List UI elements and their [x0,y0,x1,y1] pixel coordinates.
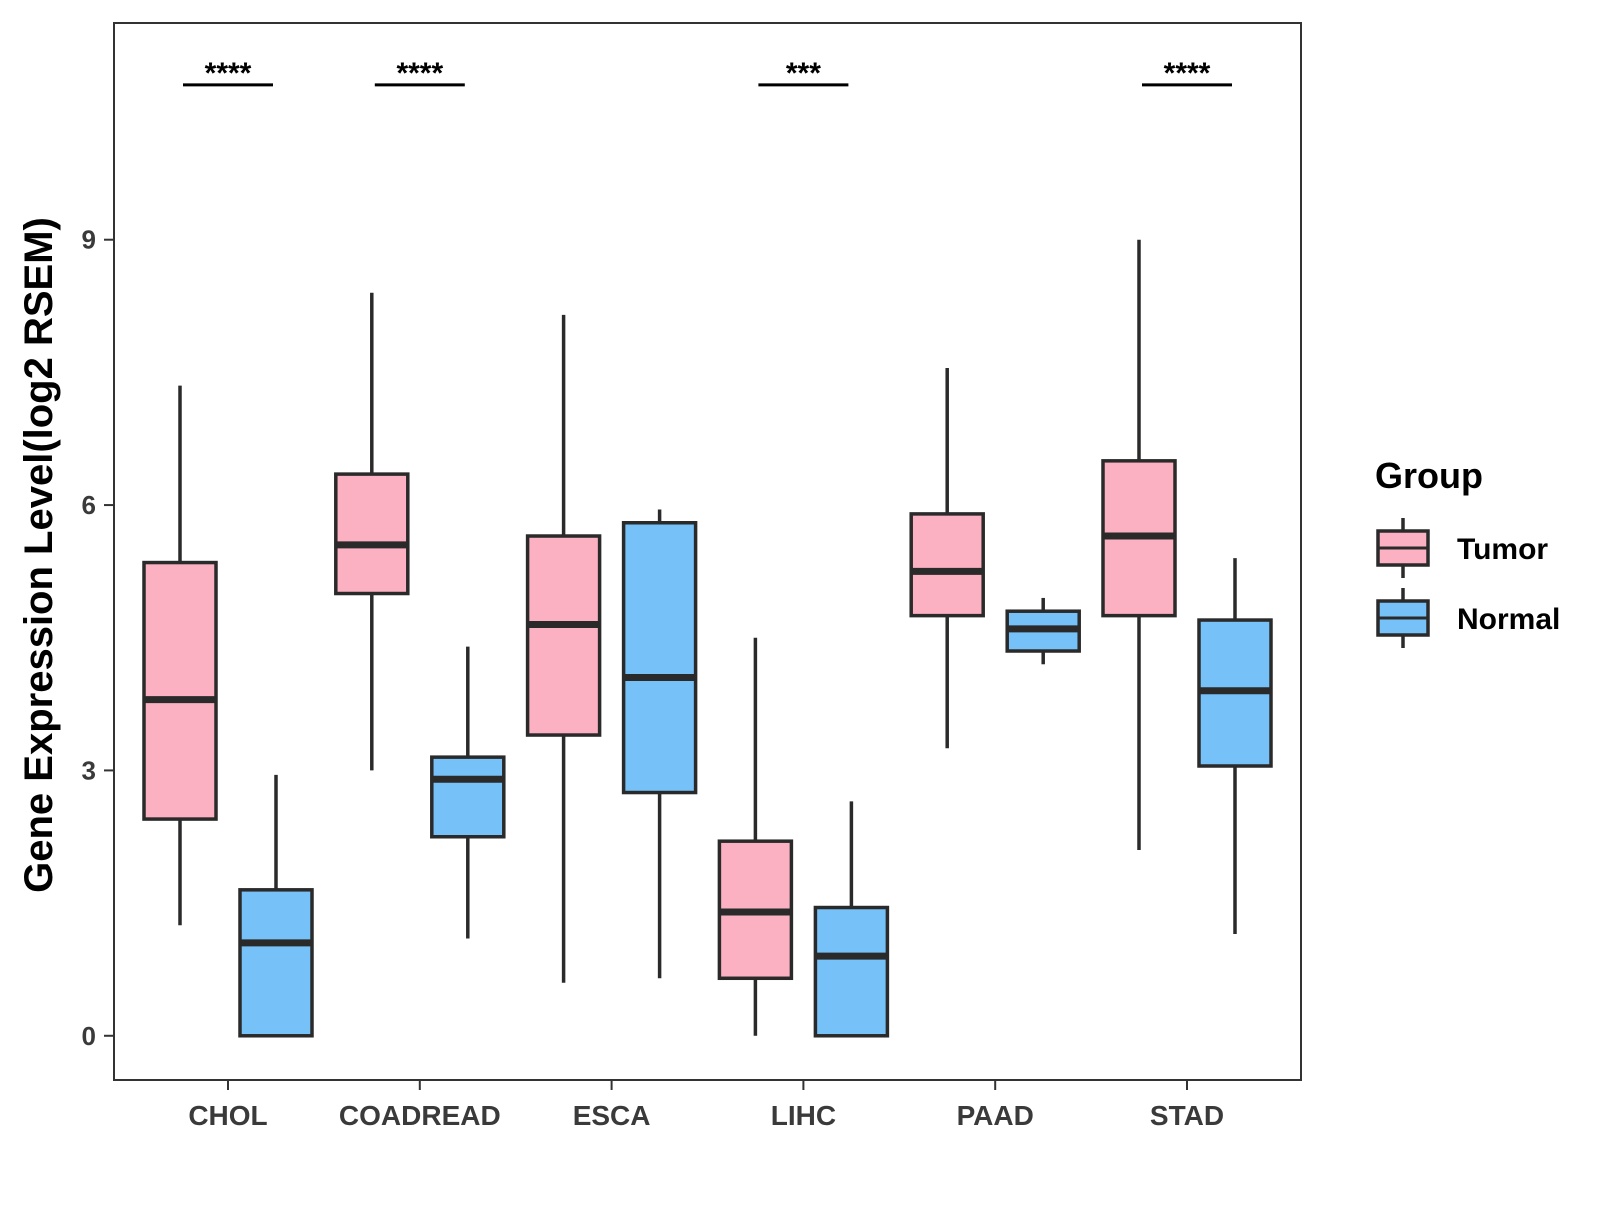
x-tick-label: COADREAD [339,1100,501,1131]
box-normal-stad [1197,558,1273,935]
significance-stad: **** [1142,57,1232,90]
x-tick-label: LIHC [771,1100,836,1131]
legend-item-normal: Normal [1376,588,1560,648]
legend-title: Group [1375,455,1483,496]
plot-panel-border [113,22,1302,1081]
y-tick-label: 0 [82,1021,96,1051]
y-tick-label: 3 [82,755,96,785]
significance-label: *** [786,57,821,90]
legend-label: Tumor [1457,533,1548,566]
box-tumor-esca [525,314,602,983]
box-normal-esca [621,509,698,979]
y-tick-label: 6 [82,490,96,520]
box-tumor-stad [1101,239,1177,851]
x-tick-label: PAAD [957,1100,1034,1131]
box-body [430,755,506,839]
legend-item-tumor: Tumor [1376,518,1548,578]
box-tumor-coadread [334,292,410,771]
box-body [238,888,314,1038]
x-tick-label: STAD [1150,1100,1224,1131]
y-axis-title: Gene Expression Level(log2 RSEM) [17,217,61,893]
significance-label: **** [1164,57,1211,90]
box-body [525,534,602,737]
legend-label: Normal [1457,603,1560,636]
box-body [334,472,410,596]
x-tick-label: ESCA [573,1100,651,1131]
box-body [621,521,698,795]
legend: Group Tumor Normal [1375,455,1560,648]
box-normal-paad [1005,597,1081,665]
significance-coadread: **** [374,57,465,90]
significance-label: **** [396,57,443,90]
box-tumor-chol [142,385,218,926]
significance-label: **** [205,57,252,90]
box-tumor-lihc [717,637,794,1036]
box-body [813,905,890,1038]
box-normal-chol [238,774,314,1038]
box-body [142,560,218,821]
box-tumor-paad [909,367,985,749]
significance-lihc: *** [758,57,849,90]
y-tick-label: 9 [82,225,96,255]
x-tick-label: CHOL [188,1100,267,1131]
box-normal-lihc [813,801,890,1038]
significance-chol: **** [183,57,273,90]
box-normal-coadread [430,646,506,939]
box-body [909,512,985,618]
